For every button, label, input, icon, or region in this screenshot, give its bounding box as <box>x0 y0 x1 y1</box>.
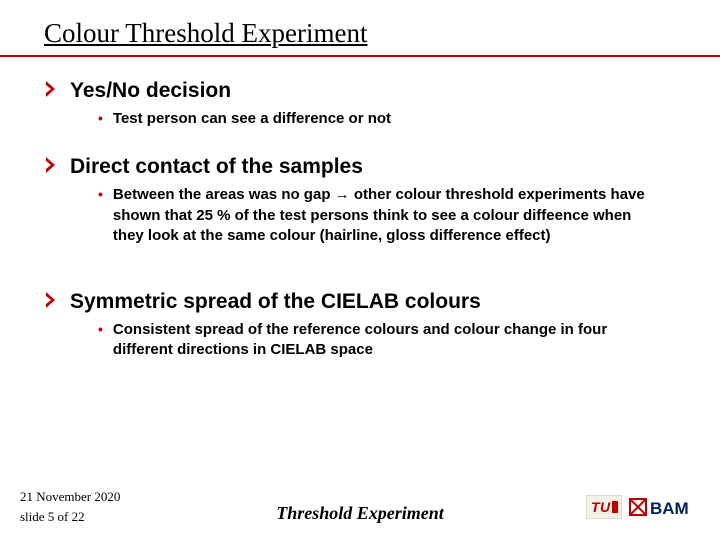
section-head: Symmetric spread of the CIELAB colours <box>36 290 684 314</box>
footer-logos: T U BAM <box>586 495 700 519</box>
footer-left: 21 November 2020 slide 5 of 22 <box>20 487 120 526</box>
chevron-icon <box>44 157 58 178</box>
section-head: Yes/No decision <box>36 79 684 103</box>
section-heading: Direct contact of the samples <box>70 155 363 179</box>
chevron-icon <box>44 292 58 313</box>
slide-container: Colour Threshold Experiment Yes/No decis… <box>0 0 720 540</box>
item-text: Test person can see a difference or not <box>113 109 391 129</box>
svg-text:U: U <box>600 499 611 515</box>
section-heading: Symmetric spread of the CIELAB colours <box>70 290 481 314</box>
item-text: Between the areas was no gap → other col… <box>113 185 654 246</box>
sub-list: • Test person can see a difference or no… <box>98 109 654 129</box>
section-head: Direct contact of the samples <box>36 155 684 179</box>
bullet-icon: • <box>98 320 103 340</box>
slide-title: Colour Threshold Experiment <box>44 18 684 49</box>
section-2: Direct contact of the samples • Between … <box>36 155 684 246</box>
chevron-icon <box>44 81 58 102</box>
list-item: • Test person can see a difference or no… <box>98 109 654 129</box>
section-heading: Yes/No decision <box>70 79 231 103</box>
sub-list: • Between the areas was no gap → other c… <box>98 185 654 246</box>
item-text: Consistent spread of the reference colou… <box>113 320 654 361</box>
svg-text:BAM: BAM <box>650 499 689 518</box>
bullet-icon: • <box>98 185 103 205</box>
list-item: • Between the areas was no gap → other c… <box>98 185 654 246</box>
section-3: Symmetric spread of the CIELAB colours •… <box>36 290 684 361</box>
section-1: Yes/No decision • Test person can see a … <box>36 79 684 129</box>
tu-logo-icon: T U <box>586 495 622 519</box>
bullet-icon: • <box>98 109 103 129</box>
bam-logo-icon: BAM <box>628 495 700 519</box>
footer-date: 21 November 2020 <box>20 487 120 507</box>
title-rule <box>0 55 720 57</box>
sub-list: • Consistent spread of the reference col… <box>98 320 654 361</box>
list-item: • Consistent spread of the reference col… <box>98 320 654 361</box>
footer-slide-info: slide 5 of 22 <box>20 507 120 527</box>
footer-center: Threshold Experiment <box>276 503 444 524</box>
